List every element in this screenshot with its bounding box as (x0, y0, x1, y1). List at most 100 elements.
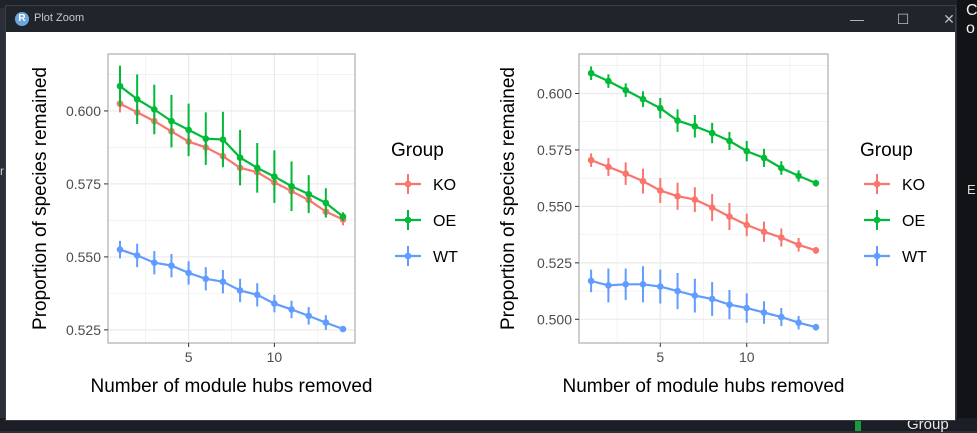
chart2-point-ko (708, 204, 716, 211)
chart1-point-wt (236, 287, 244, 294)
chart2-point-oe (605, 77, 612, 85)
chart1-y-tick-label: 0.600 (66, 103, 101, 119)
chart1-point-oe (271, 173, 278, 180)
background-app-edge (957, 0, 977, 431)
chart2-legend-title: Group (860, 140, 913, 161)
chart2-point-oe (760, 154, 768, 162)
chart1-legend-title: Group (391, 140, 444, 161)
window-title: Plot Zoom (34, 12, 85, 24)
chart2-legend-label-oe: OE (902, 213, 925, 230)
chart2-point-oe (639, 95, 647, 103)
title-bar[interactable]: R Plot Zoom — ☐ ✕ (6, 6, 955, 32)
chart1-point-oe (322, 199, 330, 207)
chart1-x-axis-title: Number of module hubs removed (91, 376, 373, 397)
chart2-point-oe (622, 86, 629, 94)
chart1-point-oe (116, 82, 124, 90)
chart2-point-wt (743, 304, 751, 312)
chart2-point-ko (743, 221, 751, 229)
chart1-point-oe (202, 135, 210, 142)
chart2-point-oe (778, 164, 785, 172)
chart1-y-tick-label: 0.550 (66, 249, 101, 265)
chart1-point-wt (305, 312, 312, 320)
chart1-point-oe (236, 154, 244, 161)
chart1-legend-key-point-oe (404, 216, 412, 224)
chart2-point-wt (812, 323, 820, 331)
chart2-point-wt (795, 319, 802, 326)
chart1-panel-border (107, 53, 356, 344)
chart2-y-tick-label: 0.550 (537, 198, 572, 214)
chart1-x-tick-label: 10 (267, 349, 283, 365)
chart2-point-oe (656, 104, 664, 112)
chart2-point-wt (656, 283, 664, 290)
chart1-y-tick-label: 0.525 (66, 322, 101, 338)
chart2-point-ko (760, 228, 768, 235)
chart1-point-wt (253, 291, 261, 299)
plots-canvas: 0.525 0.550 0.575 0.600 5 10 Number of module … (30, 53, 927, 397)
chart1-legend-key-point-wt (404, 252, 412, 260)
chart1-point-wt (151, 259, 158, 267)
chart1-point-oe (339, 213, 347, 220)
minimize-button[interactable]: — (850, 11, 864, 27)
background-letter: E (967, 182, 976, 197)
chart2-point-ko (674, 192, 681, 200)
chart1-point-oe (253, 164, 261, 172)
chart2-legend-label-ko: KO (902, 177, 925, 194)
chart2-point-wt (726, 301, 733, 308)
background-text: C o (966, 2, 977, 37)
chart2-point-oe (726, 137, 733, 145)
background-text-left: r (0, 164, 4, 178)
chart2-legend-label-wt: WT (902, 249, 927, 266)
chart1-point-oe (305, 190, 312, 198)
chart1-point-wt (322, 319, 330, 326)
chart1-point-oe (288, 182, 295, 190)
chart2-point-ko (605, 163, 612, 171)
plot-area: 0.525 0.550 0.575 0.600 5 10 Number of module … (6, 32, 955, 420)
chart1-point-oe (151, 106, 158, 113)
chart2-panel-border (578, 53, 829, 344)
chart1-point-oe (168, 117, 175, 125)
maximize-button[interactable]: ☐ (896, 11, 910, 27)
chart2-x-tick-label: 10 (739, 349, 755, 365)
chart1-point-wt (168, 262, 175, 269)
close-button[interactable]: ✕ (943, 11, 955, 27)
chart2-point-wt (639, 280, 647, 288)
chart2-point-ko (639, 177, 647, 185)
chart1-point-oe (185, 126, 192, 134)
desktop-background (0, 0, 977, 8)
chart2-point-ko (812, 247, 820, 254)
chart1-point-oe (133, 95, 141, 103)
chart2-point-oe (812, 179, 820, 187)
chart2-point-oe (708, 129, 716, 137)
chart2-point-oe (691, 122, 699, 130)
chart2-point-ko (622, 170, 629, 177)
plot-zoom-window[interactable]: R Plot Zoom — ☐ ✕ 0.525 0.550 0.575 0.600 5 1… (5, 5, 956, 421)
chart2-y-tick-label: 0.500 (537, 311, 572, 327)
chart2-point-wt (760, 309, 768, 316)
chart2-point-wt (708, 295, 716, 303)
chart1-legend-key-point-ko (404, 180, 412, 188)
chart1-legend-label-wt: WT (433, 249, 458, 266)
chart2-x-axis-title: Number of module hubs removed (563, 376, 845, 397)
chart1-point-wt (271, 300, 278, 307)
chart1-point-oe (219, 136, 227, 143)
chart2-point-wt (587, 277, 595, 285)
chart1-legend-label-oe: OE (433, 213, 456, 230)
r-app-icon: R (15, 12, 29, 26)
chart1-point-wt (133, 252, 141, 259)
chart2-y-tick-label: 0.600 (537, 86, 572, 102)
chart1-point-wt (202, 275, 210, 283)
chart1-y-axis-title: Proportion of species remained (30, 67, 51, 330)
chart2-point-oe (743, 147, 751, 155)
chart2-point-wt (691, 292, 699, 299)
chart1-x-tick-label: 5 (185, 349, 193, 365)
chart2-y-axis-title: Proportion of species remained (498, 67, 519, 330)
chart2-x-tick-label: 5 (656, 349, 664, 365)
chart2-y-tick-label: 0.525 (537, 255, 572, 271)
chart2-point-wt (674, 287, 681, 295)
chart1-point-wt (185, 269, 192, 277)
chart2-point-wt (622, 280, 629, 288)
chart1-point-wt (219, 278, 227, 285)
chart1-point-wt (339, 325, 347, 333)
chart2-point-oe (587, 69, 595, 77)
chart2-point-ko (778, 234, 785, 241)
